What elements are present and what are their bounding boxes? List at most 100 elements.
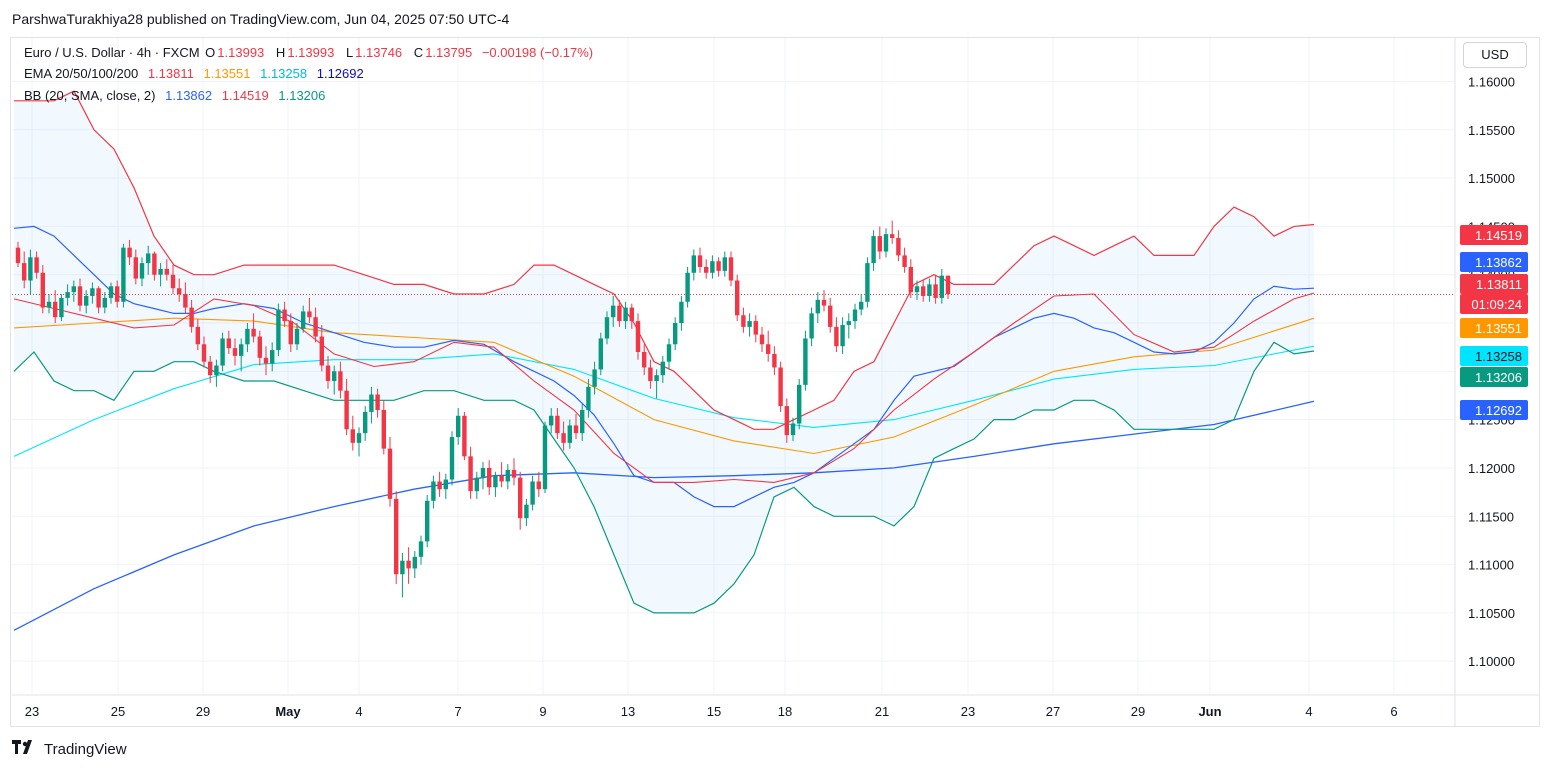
candle-body xyxy=(623,307,628,322)
candle-body xyxy=(294,328,300,345)
candle xyxy=(580,404,585,441)
bb-upper-line xyxy=(14,90,1315,430)
legend-ema[interactable]: EMA 20/50/100/200 1.13811 1.13551 1.1325… xyxy=(24,66,366,81)
price-badge: 1.13258 xyxy=(1460,346,1528,366)
candle-body xyxy=(164,268,169,275)
candle-body xyxy=(896,237,901,256)
price-badge-bg xyxy=(1460,367,1528,387)
candle-body xyxy=(586,386,591,410)
candle-body xyxy=(691,255,696,273)
candle xyxy=(239,338,244,372)
price-badge-text: 01:09:24 xyxy=(1471,297,1522,312)
candle xyxy=(375,388,380,418)
candle xyxy=(288,313,293,353)
price-tick-label: 1.12000 xyxy=(1468,461,1515,476)
candle xyxy=(139,257,145,287)
price-tick-label: 1.10500 xyxy=(1468,606,1515,621)
tradingview-footer[interactable]: TradingView xyxy=(12,740,127,758)
candle xyxy=(567,419,572,449)
candle xyxy=(406,547,411,584)
candle-body xyxy=(270,350,275,364)
candle-body xyxy=(654,375,659,381)
candle xyxy=(530,475,535,511)
candle-body xyxy=(772,353,777,368)
legend-change: −0.00198 (−0.17%) xyxy=(481,45,594,60)
candle-body xyxy=(220,338,225,366)
candle-body xyxy=(146,253,151,264)
price-badge-bg xyxy=(1460,400,1528,420)
candle xyxy=(400,552,405,598)
candle xyxy=(741,307,746,333)
candle-body xyxy=(394,498,399,575)
legend-bb[interactable]: BB (20, SMA, close, 2) 1.13862 1.14519 1… xyxy=(24,88,327,103)
candle xyxy=(15,241,21,267)
candle-body xyxy=(71,286,76,293)
candle xyxy=(648,359,653,389)
time-tick-label: 4 xyxy=(1305,704,1312,719)
candle-body xyxy=(462,415,467,457)
bollinger-band-fill xyxy=(14,91,1314,613)
candle-body xyxy=(617,305,622,322)
candle xyxy=(524,498,529,526)
candle xyxy=(772,346,777,376)
candle-body xyxy=(139,263,145,279)
candle-body xyxy=(65,292,70,298)
candle-body xyxy=(635,321,641,353)
candle xyxy=(592,361,597,395)
candle-body xyxy=(865,263,870,302)
candle-body xyxy=(288,321,293,345)
legend-l-label: L xyxy=(345,45,354,60)
candle xyxy=(660,355,665,383)
candle-body xyxy=(387,448,393,499)
candle-body xyxy=(332,371,337,381)
candle-body xyxy=(350,429,355,443)
candle-body xyxy=(778,367,783,407)
candle xyxy=(232,338,238,366)
candle-body xyxy=(456,415,461,438)
candle xyxy=(177,278,182,302)
candle xyxy=(809,307,814,347)
footer-brand: TradingView xyxy=(44,740,127,758)
price-badge-text: 1.13258 xyxy=(1475,349,1522,364)
grid-lines xyxy=(12,38,1455,695)
candle xyxy=(332,365,337,395)
price-badge: 1.12692 xyxy=(1460,400,1528,420)
candle-body xyxy=(890,234,895,238)
price-tick-label: 1.16000 xyxy=(1468,74,1515,89)
price-badge-text: 1.13862 xyxy=(1475,255,1522,270)
candle xyxy=(425,495,430,548)
candle-body xyxy=(431,481,436,501)
currency-button[interactable]: USD xyxy=(1463,42,1527,68)
candle-body xyxy=(121,247,126,302)
candle-body xyxy=(177,288,182,295)
candle-body xyxy=(276,309,281,351)
candle-body xyxy=(201,344,207,362)
candle-body xyxy=(716,261,721,271)
candle-body xyxy=(108,286,114,298)
candle-body xyxy=(443,479,448,490)
time-tick-label: 25 xyxy=(111,704,125,719)
ema200-line xyxy=(13,400,1315,631)
candle xyxy=(902,247,907,273)
candle xyxy=(102,292,107,314)
legend-ema50: 1.13551 xyxy=(203,66,251,81)
candle xyxy=(325,355,331,389)
candle-body xyxy=(685,272,690,302)
candle-body xyxy=(127,247,132,258)
candle-body xyxy=(499,475,504,482)
candle xyxy=(722,251,727,277)
candle xyxy=(387,437,393,507)
candle xyxy=(34,251,39,279)
candle xyxy=(319,324,324,372)
candle xyxy=(226,330,231,354)
candle-body xyxy=(251,328,256,337)
candle-body xyxy=(567,425,572,443)
bb-basis-line xyxy=(13,225,1315,508)
time-tick-label: 29 xyxy=(196,704,210,719)
candle-body xyxy=(945,275,951,295)
candle-body xyxy=(28,257,33,281)
candle-body xyxy=(542,425,548,490)
price-badge-bg xyxy=(1460,274,1528,294)
candle xyxy=(90,282,95,304)
